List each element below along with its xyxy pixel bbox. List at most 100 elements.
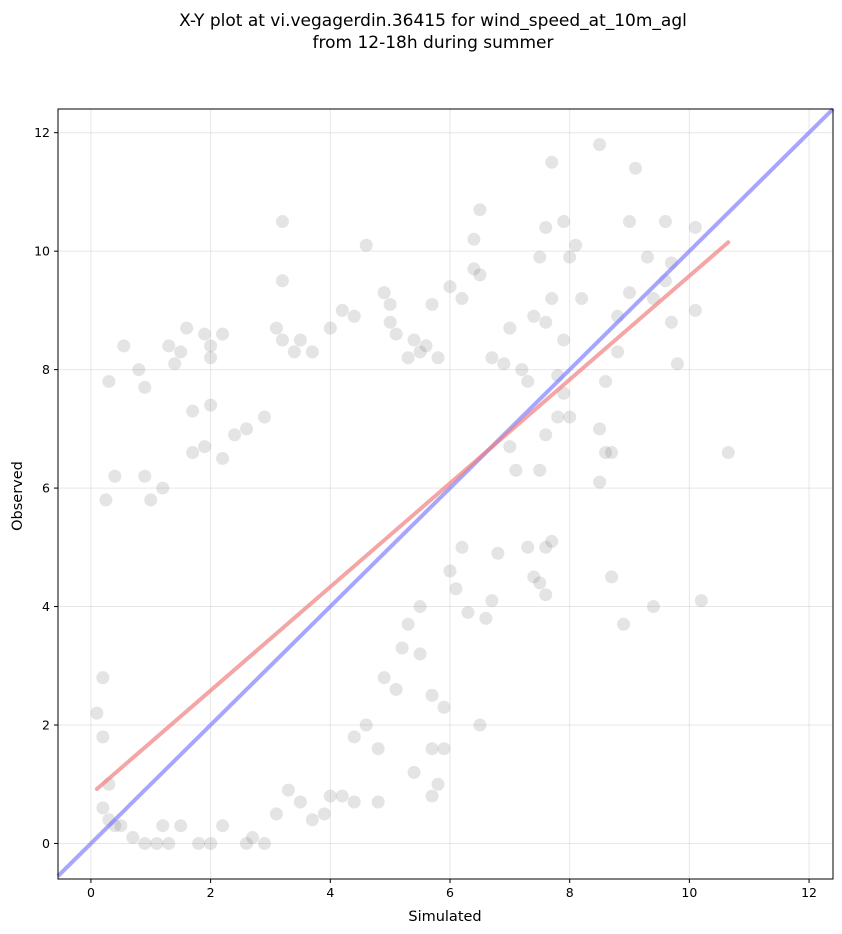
x-axis-ticks: 0 2 4 6 8 10 12 [87,879,817,900]
scatter-point [138,469,152,483]
scatter-point [257,410,271,424]
scatter-point [503,321,517,335]
x-tick-label: 4 [326,885,334,900]
scatter-point [114,819,128,833]
x-tick-label: 0 [87,885,95,900]
scatter-point [473,203,487,217]
scatter-point [204,836,218,850]
scatter-point [156,819,170,833]
scatter-point [335,789,349,803]
scatter-point [545,534,559,548]
scatter-point [401,617,415,631]
scatter-point [198,440,212,454]
scatter-point [204,398,218,412]
scatter-point [599,374,613,388]
scatter-point [521,540,535,554]
scatter-point [413,345,427,359]
scatter-point [688,220,702,234]
scatter-point [389,682,403,696]
scatter-point [162,339,176,353]
y-tick-label: 2 [42,718,50,733]
scatter-point [515,363,529,377]
scatter-point [347,309,361,323]
scatter-point [287,345,301,359]
scatter-point [144,493,158,507]
scatter-point [377,671,391,685]
scatter-point [240,836,254,850]
fit-lines [56,107,835,878]
scatter-point [557,215,571,229]
y-axis-ticks: 0 2 4 6 8 10 12 [34,125,58,851]
scatter-point [533,576,547,590]
scatter-point [389,327,403,341]
scatter-point [216,327,230,341]
scatter-point [658,215,672,229]
scatter-point [670,357,684,371]
scatter-point [425,688,439,702]
scatter-point [479,611,493,625]
scatter-point [425,297,439,311]
scatter-point [108,469,122,483]
scatter-point [407,765,421,779]
scatter-point [245,831,259,845]
scatter-point [503,440,517,454]
chart-title-line-2: from 12-18h during summer [313,33,554,53]
x-tick-label: 10 [681,885,697,900]
scatter-point [371,742,385,756]
scatter-point [593,422,607,436]
scatter-point [228,428,242,442]
scatter-point [371,795,385,809]
scatter-point [640,250,654,264]
scatter-point [323,321,337,335]
scatter-point [162,836,176,850]
scatter-point [293,795,307,809]
scatter-point [96,730,110,744]
scatter-point [204,351,218,365]
plot-frame [57,108,834,880]
scatter-point [491,546,505,560]
scatter-point [359,238,373,252]
scatter-point [593,138,607,152]
scatter-point [539,315,553,329]
scatter-point [401,351,415,365]
scatter-point [539,540,553,554]
scatter-point [563,410,577,424]
scatter-point [413,600,427,614]
scatter-point [150,836,164,850]
scatter-point [335,303,349,317]
scatter-point [449,582,463,596]
scatter-point [605,446,619,460]
grid-lines [58,109,833,879]
scatter-point [305,813,319,827]
scatter-point [646,600,660,614]
chart-title-line-1: X-Y plot at vi.vegagerdin.36415 for wind… [179,11,687,31]
scatter-point [721,446,735,460]
scatter-point [539,220,553,234]
y-tick-label: 12 [34,125,50,140]
scatter-point [216,451,230,465]
scatter-point [216,819,230,833]
scatter-point [305,345,319,359]
scatter-point [377,286,391,300]
scatter-point [138,836,152,850]
scatter-point [269,321,283,335]
scatter-point [347,795,361,809]
scatter-point [521,374,535,388]
scatter-point [664,315,678,329]
scatter-point [461,605,475,619]
scatter-point [275,274,289,288]
scatter-point [407,333,421,347]
scatter-point [455,540,469,554]
scatter-point [126,831,140,845]
scatter-point [593,475,607,489]
y-tick-label: 10 [34,244,50,259]
scatter-point [509,463,523,477]
scatter-point [623,215,637,229]
scatter-points [90,138,735,850]
x-tick-label: 12 [801,885,817,900]
scatter-point [563,250,577,264]
scatter-point [527,570,541,584]
scatter-point [168,357,182,371]
identity-line [56,107,835,878]
